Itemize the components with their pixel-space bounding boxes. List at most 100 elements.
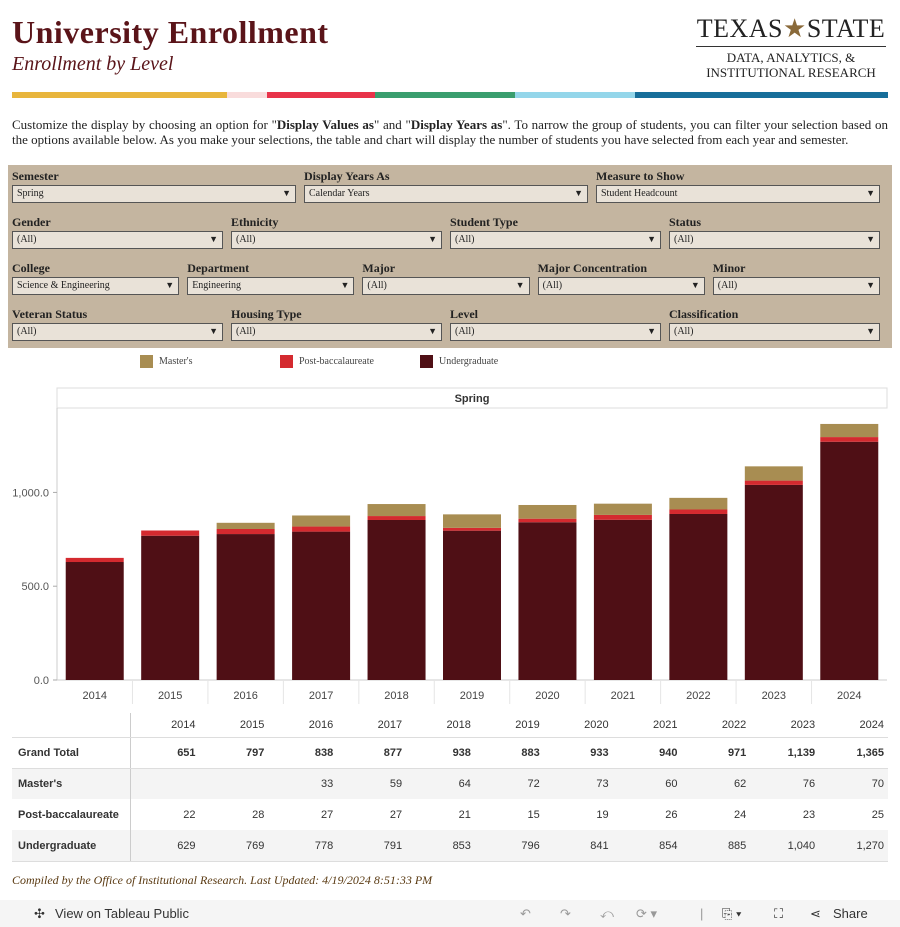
table-cell: 1,040 [787,839,816,852]
filter-major: Major (All) ▼ [362,261,530,295]
filter-dropdown[interactable]: (All) ▼ [362,277,530,295]
filter-value: Spring [17,188,44,199]
filter-value: (All) [455,234,475,245]
y-tick-label: 500.0 [21,581,49,593]
share-button[interactable]: Share [833,906,868,921]
table-cell: 21 [458,808,471,821]
table-cell: 26 [665,808,678,821]
refresh-icon[interactable]: ⟳ ▾ [636,906,658,921]
filter-college: College Science & Engineering ▼ [12,261,180,295]
table-cell: 25 [871,808,884,821]
tableau-toolbar: ✣ View on Tableau Public ↶ ↷ ⤺ ⟳ ▾ | ⎘ ▾… [0,900,900,927]
table-cell: 838 [314,747,334,759]
x-tick-label: 2023 [762,690,786,702]
row-label: Master's [12,769,131,799]
filter-dropdown[interactable]: (All) ▼ [712,277,880,295]
fullscreen-icon[interactable]: ⛶ [774,906,784,921]
y-tick-label: 1,000.0 [12,487,49,499]
chevron-down-icon: ▼ [866,280,875,290]
x-tick-label: 2016 [233,690,257,702]
filter-dropdown[interactable]: Engineering ▼ [187,277,355,295]
filter-label: Status [669,215,702,229]
download-icon[interactable]: ⎘ ▾ [722,906,742,921]
chevron-down-icon: ▼ [282,188,291,198]
stripe-seg [635,92,888,98]
column-header: 2017 [377,719,403,731]
table-cell: 877 [383,747,403,759]
filter-label: Housing Type [231,307,302,321]
filter-dropdown[interactable]: (All) ▼ [12,231,223,249]
table-cell: 791 [383,839,403,852]
table-row: Undergraduate 629 769 778 791 853 796 841 854 885… [12,830,888,861]
table-cell: 778 [314,839,334,852]
filter-value: (All) [17,326,37,337]
x-tick-label: 2014 [82,690,106,702]
chevron-down-icon: ▼ [428,234,437,244]
redo-icon[interactable]: ↷ [560,906,571,921]
footer-note: Compiled by the Office of Institutional … [12,873,433,887]
filter-label: Gender [12,215,51,229]
filter-dropdown[interactable]: (All) ▼ [450,231,661,249]
chevron-down-icon: ▼ [690,280,700,290]
table-cell: 940 [659,747,678,759]
filter-dropdown[interactable]: (All) ▼ [12,323,223,341]
stripe-seg [375,92,515,98]
undo-icon[interactable]: ↶ [520,906,531,921]
filter-label: Department [187,261,250,275]
filter-gender: Gender (All) ▼ [12,215,223,249]
x-tick-label: 2021 [611,690,635,702]
bar-post-baccalaureate-2022 [669,509,728,514]
legend-item-postbacc[interactable]: Post-baccalaureate [280,355,374,368]
bar-undergraduate-2017 [292,531,351,680]
table-cell: 64 [458,778,471,790]
filter-dropdown[interactable]: Spring ▼ [12,185,296,203]
view-on-tableau-link[interactable]: View on Tableau Public [55,906,189,921]
table-cell: 797 [246,747,265,759]
bar-undergraduate-2021 [593,519,652,680]
filter-value: (All) [542,280,563,291]
filter-dropdown[interactable]: Student Headcount ▼ [596,185,880,203]
filter-label: Level [450,307,478,321]
row-label [12,713,131,737]
bar-post-baccalaureate-2018 [367,516,426,520]
bar-master-s-2024 [820,423,879,438]
table-cell: 651 [177,747,196,759]
filter-value: Engineering [192,280,242,291]
legend-item-masters[interactable]: Master's [140,355,192,368]
filter-dropdown[interactable]: (All) ▼ [231,323,442,341]
filter-dropdown[interactable]: Calendar Years ▼ [304,185,588,203]
filter-dropdown[interactable]: Science & Engineering ▼ [12,277,180,295]
color-stripe [12,92,888,98]
filter-value: (All) [674,326,694,337]
filter-dropdown[interactable]: (All) ▼ [450,323,661,341]
revert-icon[interactable]: ⤺ [600,906,614,921]
table-cell: 1,139 [787,747,816,759]
table-cell: 19 [596,808,609,821]
tableau-icon: ✣ [34,906,45,921]
filter-dropdown[interactable]: (All) ▼ [231,231,442,249]
share-icon[interactable]: ⋖ [810,906,821,921]
filter-label: Major [362,261,396,275]
chevron-down-icon: ▼ [428,326,437,336]
filter-veteran-status: Veteran Status (All) ▼ [12,307,223,341]
table-cell: 1,365 [856,747,884,759]
filter-measure-to-show: Measure to Show Student Headcount ▼ [596,169,880,203]
chevron-down-icon: ▼ [209,234,218,244]
filter-dropdown[interactable]: (All) ▼ [669,323,880,341]
column-header: 2020 [584,719,609,731]
texas-state-logo: TEXAS★STATE DATA, ANALYTICS, & INSTITUTI… [696,14,886,80]
page-subtitle: Enrollment by Level [12,53,174,75]
enrollment-table: 2014 2015 2016 2017 2018 2019 2020 2021 2022 2023… [12,713,888,862]
column-header: 2024 [859,719,884,731]
filter-label: Classification [669,307,739,321]
table-cell: 1,270 [856,839,884,852]
legend-item-undergraduate[interactable]: Undergraduate [420,355,498,368]
filter-display-years-as: Display Years As Calendar Years ▼ [304,169,588,203]
table-cell: 76 [802,778,816,790]
filter-dropdown[interactable]: (All) ▼ [669,231,880,249]
x-tick-label: 2017 [309,690,333,702]
chart-header [56,387,888,409]
bar-undergraduate-2019 [443,530,501,680]
page-title: University Enrollment [12,14,329,50]
filter-dropdown[interactable]: (All) ▼ [537,277,705,295]
